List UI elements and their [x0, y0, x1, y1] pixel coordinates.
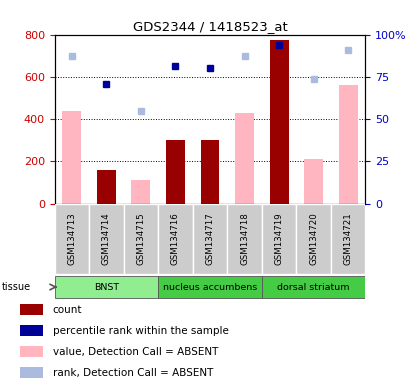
- Text: tissue: tissue: [2, 282, 31, 292]
- Text: GSM134719: GSM134719: [275, 213, 284, 265]
- Bar: [89, 204, 123, 274]
- Bar: [297, 204, 331, 274]
- Text: GSM134717: GSM134717: [205, 213, 215, 265]
- Text: value, Detection Call = ABSENT: value, Detection Call = ABSENT: [53, 347, 218, 357]
- Bar: [55, 276, 158, 298]
- Text: GSM134718: GSM134718: [240, 213, 249, 265]
- Bar: [158, 204, 193, 274]
- Bar: [166, 140, 185, 204]
- Bar: [131, 180, 150, 204]
- Bar: [21, 346, 43, 357]
- Text: GSM134716: GSM134716: [171, 213, 180, 265]
- Text: nucleus accumbens: nucleus accumbens: [163, 283, 257, 291]
- Text: GSM134721: GSM134721: [344, 213, 353, 265]
- Bar: [304, 159, 323, 204]
- Bar: [21, 325, 43, 336]
- Text: count: count: [53, 305, 82, 314]
- Bar: [97, 170, 116, 204]
- Bar: [193, 204, 227, 274]
- Bar: [270, 40, 289, 204]
- Text: GSM134715: GSM134715: [136, 213, 145, 265]
- Bar: [235, 113, 254, 204]
- Bar: [339, 85, 357, 204]
- Bar: [21, 367, 43, 379]
- Bar: [331, 204, 365, 274]
- Text: GSM134720: GSM134720: [309, 213, 318, 265]
- Bar: [262, 204, 297, 274]
- Text: BNST: BNST: [94, 283, 119, 291]
- Bar: [158, 276, 262, 298]
- Bar: [123, 204, 158, 274]
- Bar: [21, 304, 43, 315]
- Bar: [227, 204, 262, 274]
- Text: rank, Detection Call = ABSENT: rank, Detection Call = ABSENT: [53, 368, 213, 378]
- Text: GSM134713: GSM134713: [67, 213, 76, 265]
- Text: dorsal striatum: dorsal striatum: [277, 283, 350, 291]
- Bar: [262, 276, 365, 298]
- Bar: [55, 204, 89, 274]
- Bar: [63, 111, 81, 204]
- Title: GDS2344 / 1418523_at: GDS2344 / 1418523_at: [133, 20, 287, 33]
- Text: percentile rank within the sample: percentile rank within the sample: [53, 326, 228, 336]
- Text: GSM134714: GSM134714: [102, 213, 111, 265]
- Bar: [200, 140, 220, 204]
